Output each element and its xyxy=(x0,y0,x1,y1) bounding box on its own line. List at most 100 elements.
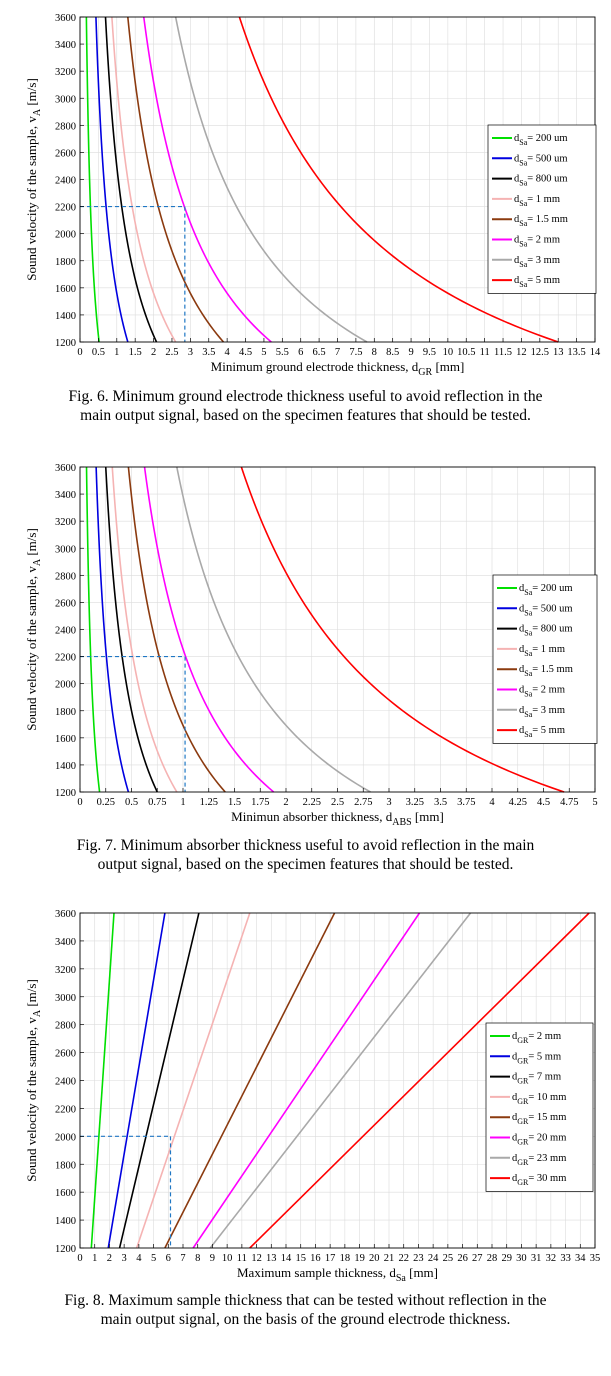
x-tick-label: 32 xyxy=(546,1253,557,1264)
x-tick-label: 11.5 xyxy=(494,347,512,358)
y-tick-label: 2600 xyxy=(55,148,76,159)
caption-fig7: Fig. 7. Minimum absorber thickness usefu… xyxy=(10,836,601,874)
x-tick-label: 14 xyxy=(590,347,601,358)
x-tick-label: 12.5 xyxy=(531,347,549,358)
y-tick-label: 2800 xyxy=(55,1021,76,1032)
y-tick-label: 3200 xyxy=(55,517,76,528)
x-tick-label: 8 xyxy=(372,347,377,358)
x-tick-label: 12 xyxy=(251,1253,262,1264)
figure-6: 0 0.5 1 1.5 2 2.5 3 3.5 4 4.5 5 5.5 6 6.5 7 7.5 8 8.5 9 9.5… xyxy=(0,0,611,385)
caption-line: main output signal, on the basis of the … xyxy=(10,1310,601,1329)
x-tick-label: 13 xyxy=(266,1253,277,1264)
legend-box xyxy=(493,575,597,743)
y-tick-label: 3600 xyxy=(55,909,76,920)
x-tick-label: 2.5 xyxy=(165,347,178,358)
x-tick-label: 4.5 xyxy=(239,347,252,358)
y-tick-label: 3200 xyxy=(55,67,76,78)
x-tick-label: 0 xyxy=(77,347,82,358)
x-tick-label: 1.5 xyxy=(129,347,142,358)
x-tick-label: 23 xyxy=(413,1253,424,1264)
y-tick-label: 3200 xyxy=(55,965,76,976)
legend: dGR= 2 mm dGR= 5 mm dGR= 7 mm dGR= 10 mm dGR… xyxy=(486,1023,593,1191)
x-tick-label: 0.25 xyxy=(97,797,115,808)
caption-line: Fig. 8. Maximum sample thickness that ca… xyxy=(10,1291,601,1310)
y-tick-label: 2800 xyxy=(55,121,76,132)
x-tick-label: 16 xyxy=(310,1253,321,1264)
x-tick-label: 30 xyxy=(516,1253,527,1264)
x-tick-label: 2.5 xyxy=(331,797,344,808)
y-axis-label: Sound velocity of the sample, vA [m/s] xyxy=(24,78,43,281)
caption-fig8: Fig. 8. Maximum sample thickness that ca… xyxy=(10,1291,601,1329)
x-tick-label: 4.5 xyxy=(537,797,550,808)
x-tick-label: 11 xyxy=(480,347,490,358)
x-tick-label: 4.25 xyxy=(509,797,527,808)
y-tick-label: 1600 xyxy=(55,734,76,745)
legend: dSa= 200 um dSa= 500 um dSa= 800 um dSa= 1 … xyxy=(493,575,597,743)
y-tick-label: 2800 xyxy=(55,571,76,582)
x-tick-label: 5 xyxy=(151,1253,156,1264)
x-tick-label: 8 xyxy=(195,1253,200,1264)
x-tick-label: 7 xyxy=(335,347,340,358)
x-tick-label: 13.5 xyxy=(567,347,585,358)
y-tick-label: 2200 xyxy=(55,653,76,664)
y-tick-label: 2000 xyxy=(55,230,76,241)
y-tick-label: 2400 xyxy=(55,626,76,637)
x-tick-label: 21 xyxy=(384,1253,395,1264)
y-tick-label: 1200 xyxy=(55,788,76,799)
x-tick-label: 1.5 xyxy=(228,797,241,808)
x-tick-label: 9 xyxy=(210,1253,215,1264)
x-tick-label: 4.75 xyxy=(560,797,578,808)
y-tick-label: 2600 xyxy=(55,598,76,609)
x-tick-label: 7.5 xyxy=(349,347,362,358)
x-tick-label: 2 xyxy=(151,347,156,358)
x-tick-label: 1 xyxy=(180,797,185,808)
y-tick-label: 1400 xyxy=(55,1216,76,1227)
x-tick-label: 0 xyxy=(77,797,82,808)
legend-box xyxy=(486,1023,593,1191)
x-tick-label: 1.75 xyxy=(251,797,269,808)
x-tick-label: 19 xyxy=(354,1253,365,1264)
y-tick-label: 3400 xyxy=(55,937,76,948)
x-tick-label: 35 xyxy=(590,1253,601,1264)
x-axis-label: Maximum sample thickness, dSa [mm] xyxy=(237,1265,438,1284)
x-tick-label: 7 xyxy=(180,1253,185,1264)
y-axis-label: Sound velocity of the sample, vA [m/s] xyxy=(24,528,43,731)
x-tick-label: 2 xyxy=(283,797,288,808)
figure-8: 0 1 2 3 4 5 6 7 8 9 10 11 12 13 14 15 16 17 18 19 20 21 22 23 24… xyxy=(0,898,611,1288)
x-tick-label: 14 xyxy=(281,1253,292,1264)
x-tick-label: 10 xyxy=(222,1253,233,1264)
chart-fig8: 0 1 2 3 4 5 6 7 8 9 10 11 12 13 14 15 16 17 18 19 20 21 22 23 24… xyxy=(0,898,611,1288)
x-tick-label: 5 xyxy=(261,347,266,358)
x-tick-label: 12 xyxy=(516,347,527,358)
x-tick-label: 34 xyxy=(575,1253,586,1264)
x-tick-label: 5 xyxy=(592,797,597,808)
x-axis-label: Minimum ground electrode thickness, dGR … xyxy=(211,359,465,378)
y-tick-label: 2600 xyxy=(55,1049,76,1060)
y-tick-label: 3600 xyxy=(55,463,76,474)
chart-fig6: 0 0.5 1 1.5 2 2.5 3 3.5 4 4.5 5 5.5 6 6.5 7 7.5 8 8.5 9 9.5… xyxy=(0,0,611,385)
y-tick-label: 2400 xyxy=(55,176,76,187)
y-axis-label: Sound velocity of the sample, vA [m/s] xyxy=(24,979,43,1182)
y-tick-label: 3600 xyxy=(55,13,76,24)
x-tick-label: 0.75 xyxy=(148,797,166,808)
x-tick-label: 33 xyxy=(560,1253,571,1264)
x-tick-label: 13 xyxy=(553,347,564,358)
x-tick-label: 8.5 xyxy=(386,347,399,358)
x-tick-label: 3.5 xyxy=(434,797,447,808)
y-tick-label: 3000 xyxy=(55,94,76,105)
x-tick-label: 11 xyxy=(237,1253,247,1264)
x-tick-label: 1.25 xyxy=(200,797,218,808)
x-tick-label: 3.5 xyxy=(202,347,215,358)
y-tick-label: 3000 xyxy=(55,544,76,555)
x-tick-label: 3 xyxy=(188,347,193,358)
y-tick-label: 1600 xyxy=(55,1188,76,1199)
x-tick-label: 9 xyxy=(408,347,413,358)
x-tick-label: 6.5 xyxy=(313,347,326,358)
caption-line: main output signal, based on the specime… xyxy=(10,406,601,425)
x-axis-label: Minimun absorber thickness, dABS [mm] xyxy=(231,809,444,828)
x-tick-label: 4 xyxy=(489,797,495,808)
legend: dSa= 200 um dSa= 500 um dSa= 800 um dSa= 1 … xyxy=(488,125,596,293)
x-tick-label: 5.5 xyxy=(276,347,289,358)
x-tick-label: 27 xyxy=(472,1253,483,1264)
caption-line: Fig. 6. Minimum ground electrode thickne… xyxy=(10,387,601,406)
